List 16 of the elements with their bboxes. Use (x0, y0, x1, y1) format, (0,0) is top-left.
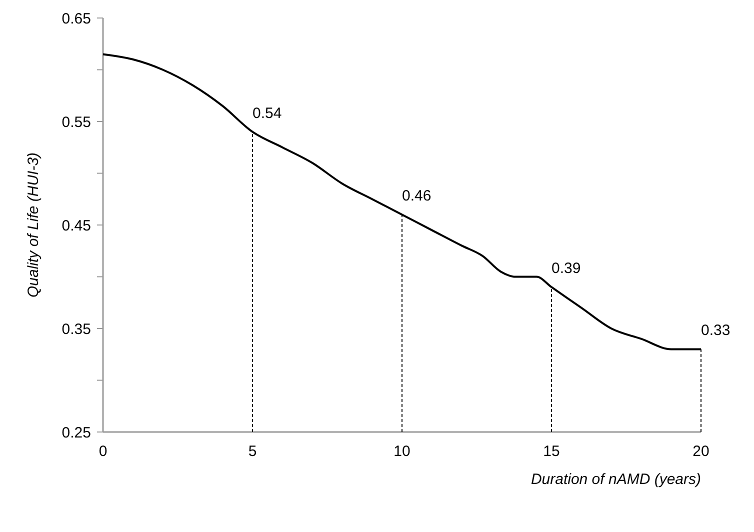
x-tick-label: 10 (394, 443, 410, 460)
y-tick-label: 0.25 (62, 424, 91, 442)
annotation: 0.46 (402, 188, 432, 205)
x-tick-label: 15 (543, 443, 560, 460)
x-tick-label: 0 (98, 443, 108, 460)
x-axis-title: Duration of nAMD (years) (530, 471, 701, 488)
annotation: 0.39 (552, 260, 581, 278)
y-tick-label: 0.65 (62, 10, 91, 28)
y-tick-label: 0.45 (62, 217, 91, 234)
y-tick-label: 0.55 (62, 114, 91, 131)
y-tick-label: 0.35 (62, 320, 91, 338)
x-tick-label: 20 (692, 443, 710, 460)
annotation: 0.54 (252, 104, 282, 122)
x-tick-label: 5 (248, 443, 257, 460)
y-axis-title: Quality of Life (HUI-3) (25, 152, 42, 298)
annotation: 0.33 (701, 322, 730, 340)
